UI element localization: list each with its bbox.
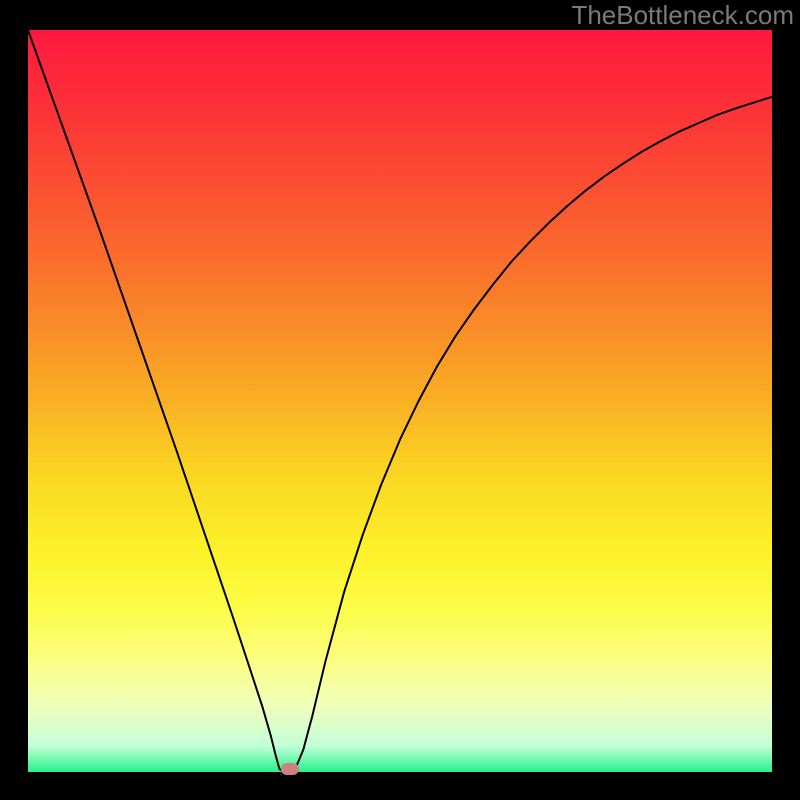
- bottleneck-chart: [0, 0, 800, 800]
- chart-container: TheBottleneck.com: [0, 0, 800, 800]
- optimal-point-marker: [281, 763, 299, 775]
